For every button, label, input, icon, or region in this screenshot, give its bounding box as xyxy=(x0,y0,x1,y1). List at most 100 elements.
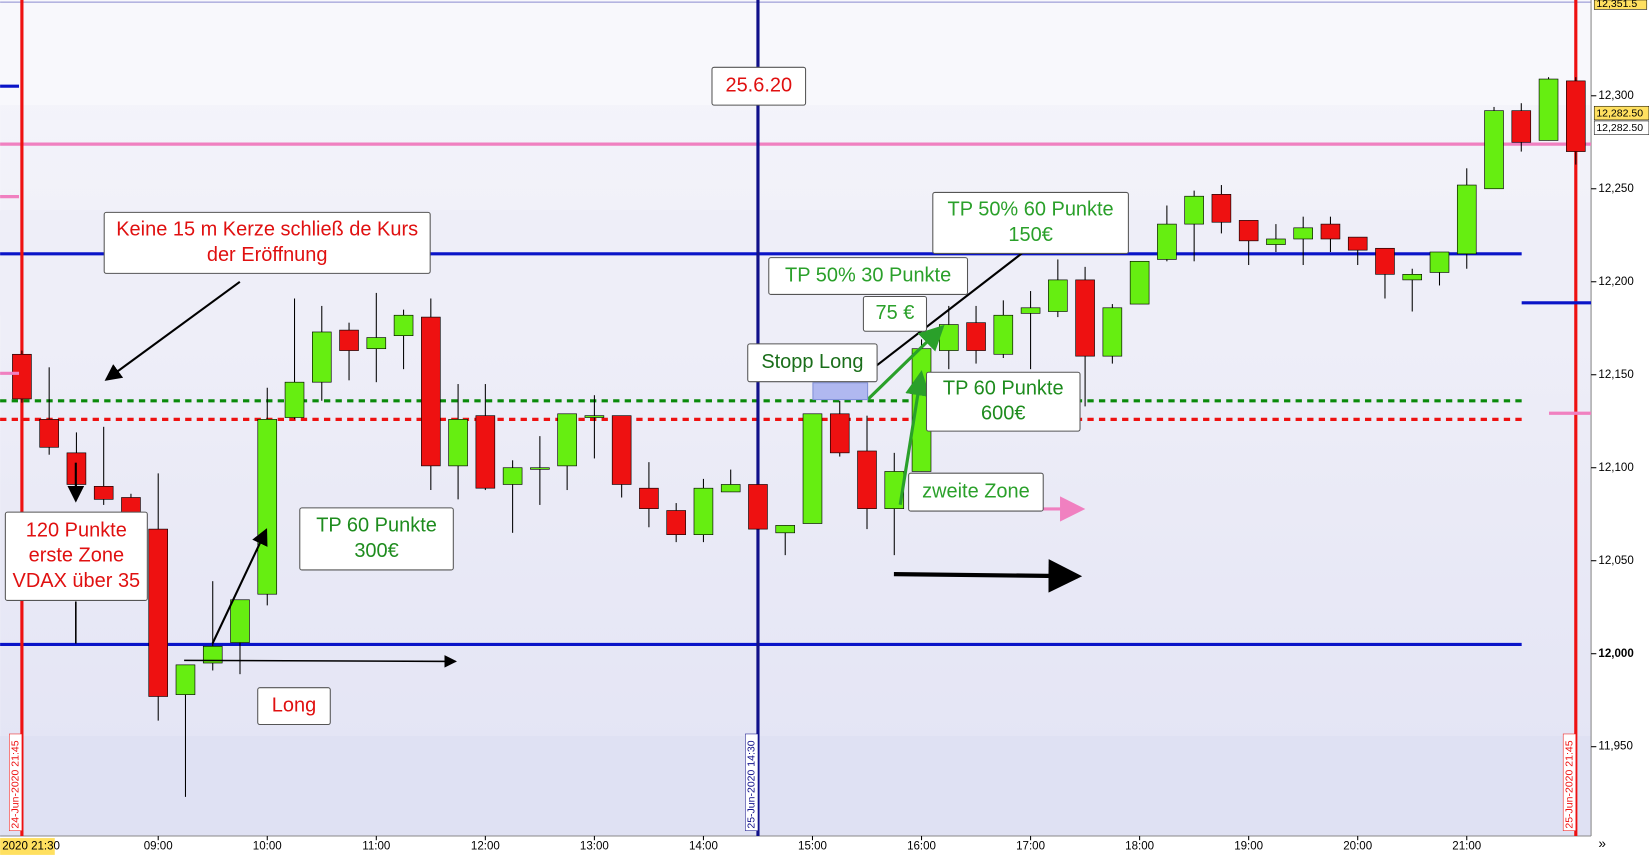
candle-body xyxy=(1375,247,1395,275)
annotation-box xyxy=(908,472,1044,512)
annotation-text: 600€ xyxy=(981,403,1025,425)
x-tick-label: 12:00 xyxy=(471,841,500,853)
annotation-box xyxy=(299,507,454,571)
annotation-box xyxy=(768,257,969,295)
candle-body xyxy=(175,664,196,695)
candle-body xyxy=(639,487,659,509)
candle-body xyxy=(284,381,305,418)
candle-body xyxy=(557,413,577,467)
candle-body xyxy=(1429,251,1450,273)
arrow xyxy=(898,370,931,505)
annotation-text: 150€ xyxy=(1008,224,1052,246)
candle-body xyxy=(12,353,32,400)
x-tick-label: 18:00 xyxy=(1125,841,1154,853)
annotation-text: zweite Zone xyxy=(922,480,1030,502)
annotation-box xyxy=(257,687,331,726)
candle-body xyxy=(148,528,168,697)
time-marker-label: 24-Jun-2020 21:45 xyxy=(9,733,23,831)
candle-body xyxy=(1048,279,1068,312)
candle-body xyxy=(720,484,741,493)
label-box xyxy=(1562,733,1577,831)
candle-body xyxy=(1538,78,1559,141)
x-tick-label: 13:00 xyxy=(580,841,609,853)
candle-body xyxy=(584,415,605,418)
band xyxy=(0,736,1592,836)
time-marker-text: 25-Jun-2020 14:30 xyxy=(745,740,757,828)
time-marker-label: 25-Jun-2020 21:45 xyxy=(1562,733,1577,831)
side-marks xyxy=(0,84,1592,415)
y-tick-label: 12,150 xyxy=(1598,369,1633,381)
candle-body xyxy=(421,316,441,467)
candle-body xyxy=(693,487,714,536)
candle-body xyxy=(1484,110,1504,190)
annotation-text: TP 50% 30 Punkte xyxy=(785,264,951,286)
time-marker-text: 25-Jun-2020 21:45 xyxy=(1563,740,1575,828)
candle-body xyxy=(993,314,1014,355)
annotation-text: Long xyxy=(272,694,316,716)
candle-body xyxy=(1566,80,1586,152)
time-marker-text: 24-Jun-2020 21:45 xyxy=(9,740,21,828)
candle-body xyxy=(312,331,332,383)
y-tick-label: 12,250 xyxy=(1598,183,1633,195)
candle-body xyxy=(1266,238,1286,245)
candle-body xyxy=(1238,220,1259,242)
x-start-label: 2020 21:30 xyxy=(2,841,60,853)
y-tick-label: 12,050 xyxy=(1598,555,1633,567)
arrow xyxy=(866,324,945,401)
candle-body xyxy=(1320,223,1341,240)
annotation-text: Keine 15 m Kerze schließ de Kurs xyxy=(116,219,418,241)
candle-body xyxy=(339,329,359,351)
arrow xyxy=(104,280,241,381)
candle-body xyxy=(93,486,114,500)
candle-body xyxy=(775,525,796,534)
x-tick-label: 17:00 xyxy=(1016,841,1045,853)
candle-body xyxy=(202,645,223,664)
annotation-box xyxy=(103,211,431,274)
candle-body xyxy=(393,314,414,337)
x-tick-label: 14:00 xyxy=(689,841,718,853)
x-tick-label: 10:00 xyxy=(253,841,282,853)
annotation-box xyxy=(747,343,878,383)
candle-body xyxy=(1511,110,1532,143)
label-box xyxy=(745,733,759,831)
scroll-icon[interactable]: » xyxy=(1598,836,1606,851)
candle-body xyxy=(802,413,823,524)
x-tick-label: 21:00 xyxy=(1452,841,1481,853)
y-tick-label: 12,300 xyxy=(1598,90,1633,102)
time-marker-label: 25-Jun-2020 14:30 xyxy=(745,733,759,831)
x-tick-label: 15:00 xyxy=(798,841,827,853)
candle-body xyxy=(1129,260,1150,305)
candle-body xyxy=(1347,236,1368,251)
candle-body xyxy=(1293,227,1313,240)
annotation-text: der Eröffnung xyxy=(207,244,328,266)
candle-body xyxy=(1157,223,1177,260)
x-tick-label: 16:00 xyxy=(907,841,936,853)
annotation-text: 25.6.20 xyxy=(725,75,792,97)
candle-body xyxy=(366,337,387,350)
candle-body xyxy=(1075,279,1095,357)
candle-body xyxy=(966,322,986,351)
candle-body xyxy=(748,484,768,530)
annotation-text: TP 50% 60 Punkte xyxy=(948,199,1114,221)
candle-body xyxy=(448,419,468,467)
label-box xyxy=(9,733,23,831)
arrow xyxy=(893,559,1083,593)
candle-body xyxy=(475,415,496,489)
candle-body xyxy=(1402,274,1423,281)
x-tick-label: 19:00 xyxy=(1234,841,1263,853)
annotation-box xyxy=(4,511,148,601)
y-axis-area xyxy=(1591,0,1649,857)
annotation-text: 120 Punkte xyxy=(26,519,127,541)
y-tick-label: 12,000 xyxy=(1598,648,1633,660)
x-start-box xyxy=(0,838,55,855)
annotation-box xyxy=(862,296,928,332)
arrow xyxy=(184,655,457,668)
arrow xyxy=(211,528,268,644)
candle-body xyxy=(1456,184,1477,255)
annotation-box xyxy=(932,191,1129,254)
stop-zone xyxy=(812,382,869,401)
top-price-label: 12,351.5 xyxy=(1596,0,1637,10)
last-price-label: 12,282.50 xyxy=(1596,107,1643,119)
